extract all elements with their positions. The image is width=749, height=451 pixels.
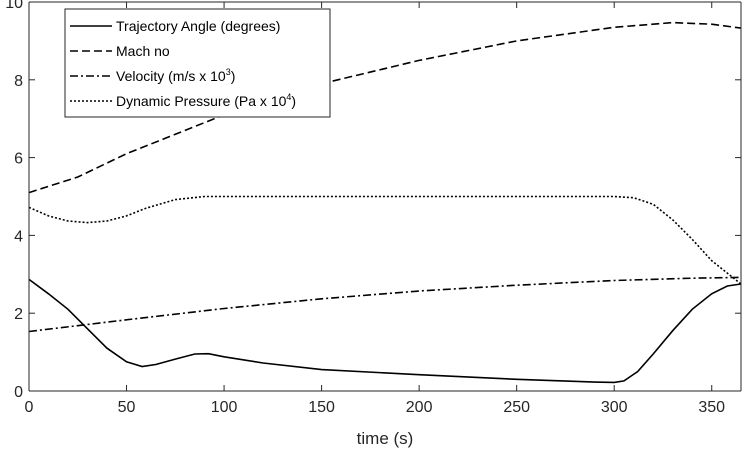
axes-layer: [28, 1, 742, 392]
legend-box: [64, 8, 331, 118]
series-line-2: [28, 21, 742, 194]
x-tick-label: 250: [503, 399, 530, 416]
x-tick-label: 50: [118, 399, 136, 416]
legend-label-3: Velocity (m/s x 103): [116, 67, 235, 84]
legend-label-2: Mach no: [116, 43, 170, 59]
y-tick-label: 4: [14, 228, 23, 245]
series-layer: [28, 21, 742, 384]
y-tick-label: 2: [14, 306, 23, 323]
x-axis-title: time (s): [357, 429, 414, 448]
x-tick-label: 100: [211, 399, 238, 416]
y-tick-label: 6: [14, 151, 23, 168]
series-line-4: [28, 195, 742, 285]
x-tick-label: 150: [308, 399, 335, 416]
ticks-layer: 0 50 100 150 200 250 300 350 0 2 4 6 8 10: [5, 0, 741, 416]
y-tick-label: 10: [5, 0, 23, 12]
legend-label-4: Dynamic Pressure (Pa x 104): [116, 92, 296, 109]
x-tick-label: 350: [698, 399, 725, 416]
x-tick-label: 200: [406, 399, 433, 416]
legend-label-1: Trajectory Angle (degrees): [116, 18, 280, 34]
x-tick-label: 300: [601, 399, 628, 416]
series-line-1: [28, 278, 742, 384]
y-tick-label: 8: [14, 73, 23, 90]
legend: Trajectory Angle (degrees) Mach no Velocit…: [64, 8, 331, 118]
x-tick-label: 0: [25, 399, 34, 416]
series-line-3: [28, 276, 742, 333]
y-tick-label: 0: [14, 384, 23, 401]
